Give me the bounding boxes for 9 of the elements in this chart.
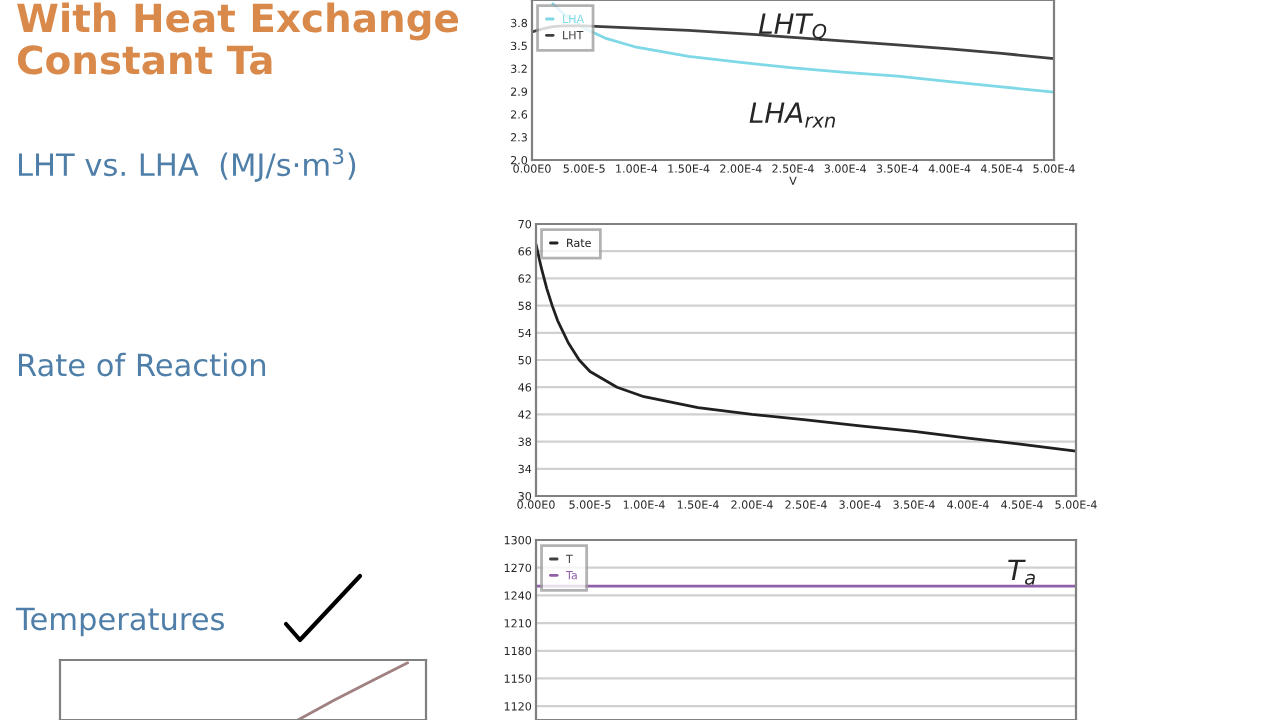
text: Rate of Reaction (19, 352, 266, 377)
annotation: LHT$_{Q}$ (758, 13, 827, 41)
text: With Heat Exchange (17, 2, 458, 41)
text: Temperatures (15, 607, 224, 637)
text: Constant Ta (17, 45, 272, 75)
line-series (536, 243, 1076, 453)
annotation: T$_{a}$ (1008, 559, 1035, 585)
annotation: LHA$_{rxn}$ (749, 102, 835, 128)
text: LHT vs. LHA (MJ/s·m$^{3}$) (19, 148, 356, 182)
